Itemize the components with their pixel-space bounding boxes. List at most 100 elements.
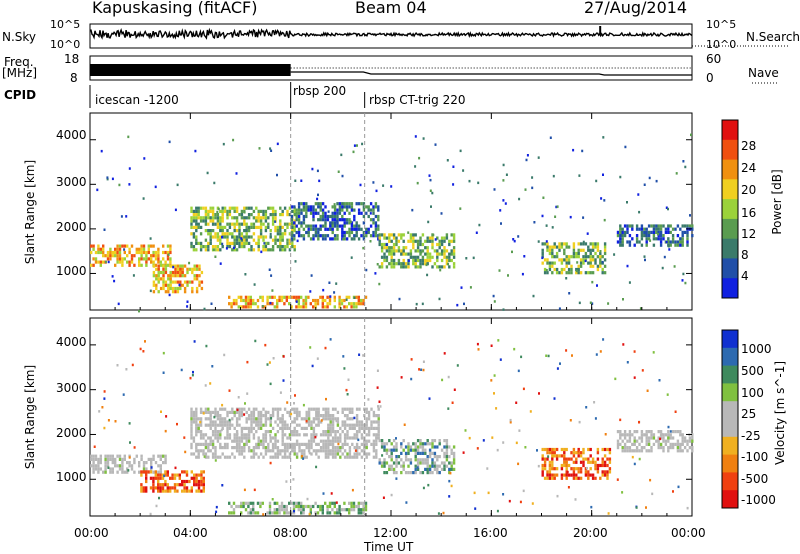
echo-cell <box>353 296 356 299</box>
echo-cell <box>274 241 277 245</box>
echo-cell <box>362 501 365 505</box>
echo-cell <box>369 224 373 228</box>
echo-cell <box>252 225 256 229</box>
echo-cell <box>97 260 100 264</box>
echo-cell <box>572 470 576 474</box>
echo-cell <box>235 248 239 252</box>
echo-cell <box>353 224 356 228</box>
echo-cell <box>601 473 604 477</box>
echo-cell <box>345 218 349 222</box>
echo-cell <box>431 265 434 269</box>
echo-cell <box>657 430 660 434</box>
echo-cell <box>307 442 311 446</box>
echo-cell <box>176 489 179 493</box>
echo-band <box>378 439 456 475</box>
echo-cell <box>338 511 341 515</box>
echo-cell <box>619 234 622 238</box>
echo-cell <box>358 452 361 456</box>
echo-cell <box>643 183 646 186</box>
echo-cell <box>221 426 224 430</box>
echo-cell <box>419 236 422 240</box>
echo-cell <box>322 407 325 411</box>
echo-cell <box>252 222 256 226</box>
echo-cell <box>286 241 289 245</box>
echo-cell <box>351 488 354 492</box>
echo-cell <box>602 338 605 341</box>
echo-cell <box>683 230 687 234</box>
echo-cell <box>133 446 136 449</box>
echo-cell <box>180 368 183 372</box>
echo-cell <box>154 257 158 261</box>
echo-cell <box>616 478 619 481</box>
echo-cell <box>443 236 446 240</box>
echo-cell <box>226 426 229 430</box>
echo-cell <box>150 464 153 468</box>
velocity-colorbar-segment <box>722 454 738 473</box>
echo-cell <box>228 241 232 245</box>
echo-cell <box>193 267 196 271</box>
echo-cell <box>601 460 604 464</box>
echo-cell <box>322 446 325 450</box>
echo-cell <box>390 467 393 471</box>
echo-cell <box>147 457 150 461</box>
echo-cell <box>109 467 112 471</box>
echo-cell <box>259 417 263 421</box>
echo-cell <box>385 442 389 446</box>
echo-cell <box>380 246 384 250</box>
echo-cell <box>376 369 379 372</box>
echo-cell <box>257 241 260 245</box>
echo-cell <box>268 508 272 512</box>
echo-cell <box>240 504 243 509</box>
echo-cell <box>357 295 360 299</box>
echo-cell <box>104 464 107 468</box>
echo-cell <box>412 246 415 250</box>
echo-cell <box>211 423 215 427</box>
echo-cell <box>434 238 437 241</box>
echo-cell <box>238 414 241 418</box>
echo-cell <box>326 504 329 509</box>
echo-cell <box>418 156 421 160</box>
echo-cell <box>358 430 361 434</box>
echo-cell <box>244 273 247 276</box>
echo-cell <box>319 439 323 443</box>
echo-cell <box>207 241 210 245</box>
echo-cell <box>553 397 556 400</box>
echo-cell <box>140 470 143 474</box>
echo-cell <box>438 439 441 443</box>
echo-cell <box>621 237 624 241</box>
echo-cell <box>214 232 217 236</box>
echo-cell <box>542 196 545 199</box>
echo-cell <box>671 446 675 450</box>
echo-cell <box>123 244 126 248</box>
echo-cell <box>519 500 522 504</box>
echo-cell <box>603 454 607 458</box>
echo-cell <box>257 209 260 213</box>
echo-cell <box>587 245 590 249</box>
echo-cell <box>169 280 172 284</box>
echo-cell <box>264 245 268 249</box>
echo-cell <box>584 467 588 471</box>
echo-cell <box>360 423 364 427</box>
echo-cell <box>374 205 378 209</box>
echo-cell <box>226 229 229 233</box>
echo-cell <box>469 286 472 289</box>
echo-cell <box>551 226 554 229</box>
echo-cell <box>329 433 332 437</box>
x-tick: 20:00 <box>573 526 608 540</box>
echo-cell <box>336 439 340 443</box>
echo-cell <box>226 455 229 459</box>
echo-cell <box>262 446 265 450</box>
echo-cell <box>336 511 339 515</box>
echo-cell <box>214 459 217 462</box>
echo-cell <box>663 255 666 259</box>
echo-cell <box>219 262 222 265</box>
echo-cell <box>329 439 332 443</box>
echo-cell <box>357 208 361 212</box>
echo-cell <box>324 211 327 215</box>
echo-cell <box>664 442 668 446</box>
echo-cell <box>385 246 389 250</box>
echo-cell <box>375 452 378 456</box>
echo-cell <box>204 238 208 242</box>
echo-cell <box>258 147 261 150</box>
